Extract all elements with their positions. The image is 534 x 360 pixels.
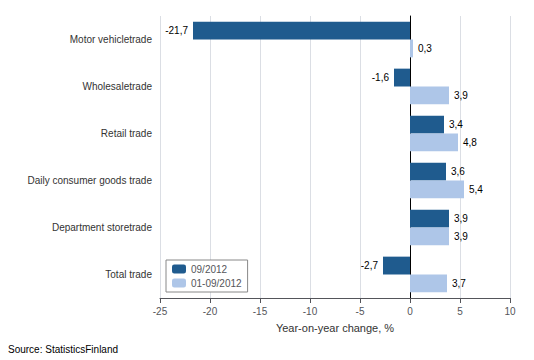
svg-text:Daily consumer goods trade: Daily consumer goods trade <box>27 175 152 186</box>
svg-text:0,3: 0,3 <box>418 43 432 54</box>
svg-text:-15: -15 <box>253 306 268 317</box>
svg-text:4,8: 4,8 <box>463 137 477 148</box>
svg-text:3,4: 3,4 <box>449 119 463 130</box>
svg-text:3,6: 3,6 <box>451 166 465 177</box>
svg-text:3,9: 3,9 <box>454 213 468 224</box>
svg-text:3,9: 3,9 <box>454 90 468 101</box>
svg-text:5: 5 <box>457 306 463 317</box>
svg-text:Wholesaletrade: Wholesaletrade <box>83 81 153 92</box>
svg-text:0: 0 <box>407 306 413 317</box>
svg-text:3,9: 3,9 <box>454 231 468 242</box>
svg-text:3,7: 3,7 <box>452 278 466 289</box>
svg-text:-21,7: -21,7 <box>165 25 188 36</box>
svg-text:Source: StatisticsFinland: Source: StatisticsFinland <box>8 344 118 355</box>
svg-text:Total trade: Total trade <box>105 269 152 280</box>
svg-text:09/2012: 09/2012 <box>191 264 228 275</box>
svg-text:Year-on-year change, %: Year-on-year change, % <box>276 322 394 334</box>
svg-text:-20: -20 <box>203 306 218 317</box>
svg-text:10: 10 <box>504 306 516 317</box>
svg-text:Retail trade: Retail trade <box>101 128 153 139</box>
svg-text:5,4: 5,4 <box>469 184 483 195</box>
svg-text:01-09/2012: 01-09/2012 <box>191 278 242 289</box>
svg-text:Motor vehicletrade: Motor vehicletrade <box>70 34 153 45</box>
svg-text:Department storetrade: Department storetrade <box>52 222 152 233</box>
svg-text:-10: -10 <box>303 306 318 317</box>
svg-text:-2,7: -2,7 <box>361 260 379 271</box>
svg-text:-25: -25 <box>153 306 168 317</box>
svg-text:-5: -5 <box>356 306 365 317</box>
svg-text:-1,6: -1,6 <box>372 72 390 83</box>
